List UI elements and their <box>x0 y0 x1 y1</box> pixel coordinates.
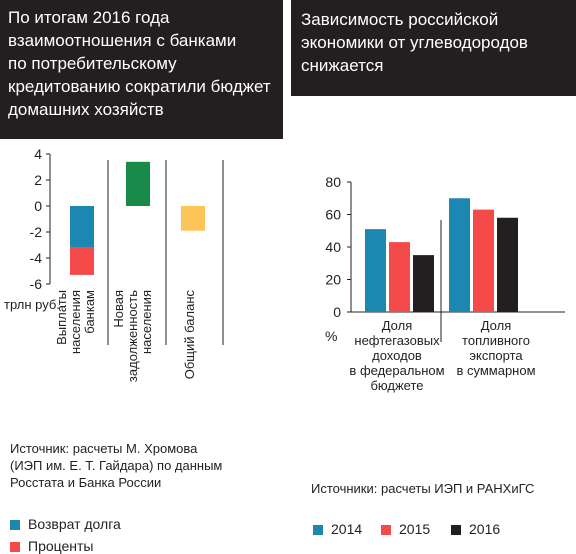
legend-label: Проценты <box>28 538 94 554</box>
y-tick-label: 0 <box>34 198 42 214</box>
x-category-label-line: банкам <box>82 290 97 334</box>
right-source: Источники: расчеты ИЭП и РАНХиГС <box>311 481 535 496</box>
legend-item-2015: 2015 <box>381 521 430 537</box>
x-category-label-line: Выплаты <box>54 290 69 345</box>
y-tick-label: 80 <box>325 174 341 190</box>
x-category-label-line: топливного <box>462 333 530 348</box>
legend-item-interest: Проценты <box>10 538 94 554</box>
y-unit-label: трлн руб. <box>4 297 60 312</box>
y-tick-label: -2 <box>30 224 43 240</box>
right-panel: Зависимость российской экономики от угле… <box>291 0 576 537</box>
bar-segment <box>181 206 205 231</box>
bar <box>449 198 470 312</box>
legend-item-2016: 2016 <box>451 521 500 537</box>
x-category-label: Доля нефтегазовых доходов в федеральном бюдж… <box>349 318 444 393</box>
x-category-label-line: населения <box>139 290 154 354</box>
x-category-label-line: Общий баланс <box>182 290 197 380</box>
y-tick-label: 4 <box>34 146 42 162</box>
x-category-label-line: в суммарном <box>456 363 535 378</box>
x-category-label: Доля топливного экспорта в суммарном <box>456 318 535 378</box>
bar-segment <box>70 247 94 275</box>
legend-label: 2015 <box>399 521 431 537</box>
x-category-label-line: бюджете <box>370 378 423 393</box>
bar <box>497 217 518 312</box>
x-category-label: Новаязадолженностьнаселения <box>111 290 154 382</box>
x-category-label-line: Новая <box>111 290 126 328</box>
bar <box>389 242 410 312</box>
x-category-label: Общий баланс <box>182 290 197 380</box>
left-source: Источник: расчеты М. Хромова (ИЭП им. Е.… <box>10 441 223 490</box>
x-category-label-line: экспорта <box>469 348 523 363</box>
x-category-label: Выплатынаселениябанкам <box>54 290 97 354</box>
y-tick-label: 0 <box>333 304 341 320</box>
legend-swatch <box>10 542 20 553</box>
left-chart-title: По итогам 2016 года взаимоотношения с ба… <box>0 0 283 139</box>
y-tick-label: -6 <box>30 276 43 292</box>
legend-label: 2014 <box>331 521 363 537</box>
x-category-label-line: Доля <box>382 318 413 333</box>
y-tick-label: -4 <box>30 250 43 266</box>
x-category-label-line: доходов <box>372 348 422 363</box>
legend-swatch <box>451 525 461 536</box>
legend-label: 2016 <box>469 521 501 537</box>
x-category-label-line: населения <box>68 290 83 354</box>
legend-swatch <box>10 520 20 531</box>
legend-item-debt-repayment: Возврат долга <box>10 516 121 532</box>
legend-swatch <box>381 525 391 536</box>
y-unit-label: % <box>325 328 337 344</box>
x-category-label-line: задолженность <box>125 290 140 382</box>
legend-label: Возврат долга <box>28 516 121 532</box>
bar <box>473 209 494 312</box>
y-tick-label: 60 <box>325 207 341 223</box>
x-category-label-line: в федеральном <box>349 363 444 378</box>
y-tick-label: 40 <box>325 239 341 255</box>
x-category-label-line: нефтегазовых <box>354 333 440 348</box>
bar-segment <box>70 206 94 248</box>
legend-item-2014: 2014 <box>313 521 362 537</box>
legend-swatch <box>313 525 323 536</box>
x-category-label-line: Доля <box>481 318 512 333</box>
y-tick-label: 2 <box>34 172 42 188</box>
bar-segment <box>126 161 150 206</box>
left-panel: По итогам 2016 года взаимоотношения с ба… <box>0 0 283 554</box>
right-chart-title: Зависимость российской экономики от угле… <box>291 0 576 96</box>
y-tick-label: 20 <box>325 272 341 288</box>
bar <box>365 229 386 312</box>
bar <box>413 255 434 312</box>
